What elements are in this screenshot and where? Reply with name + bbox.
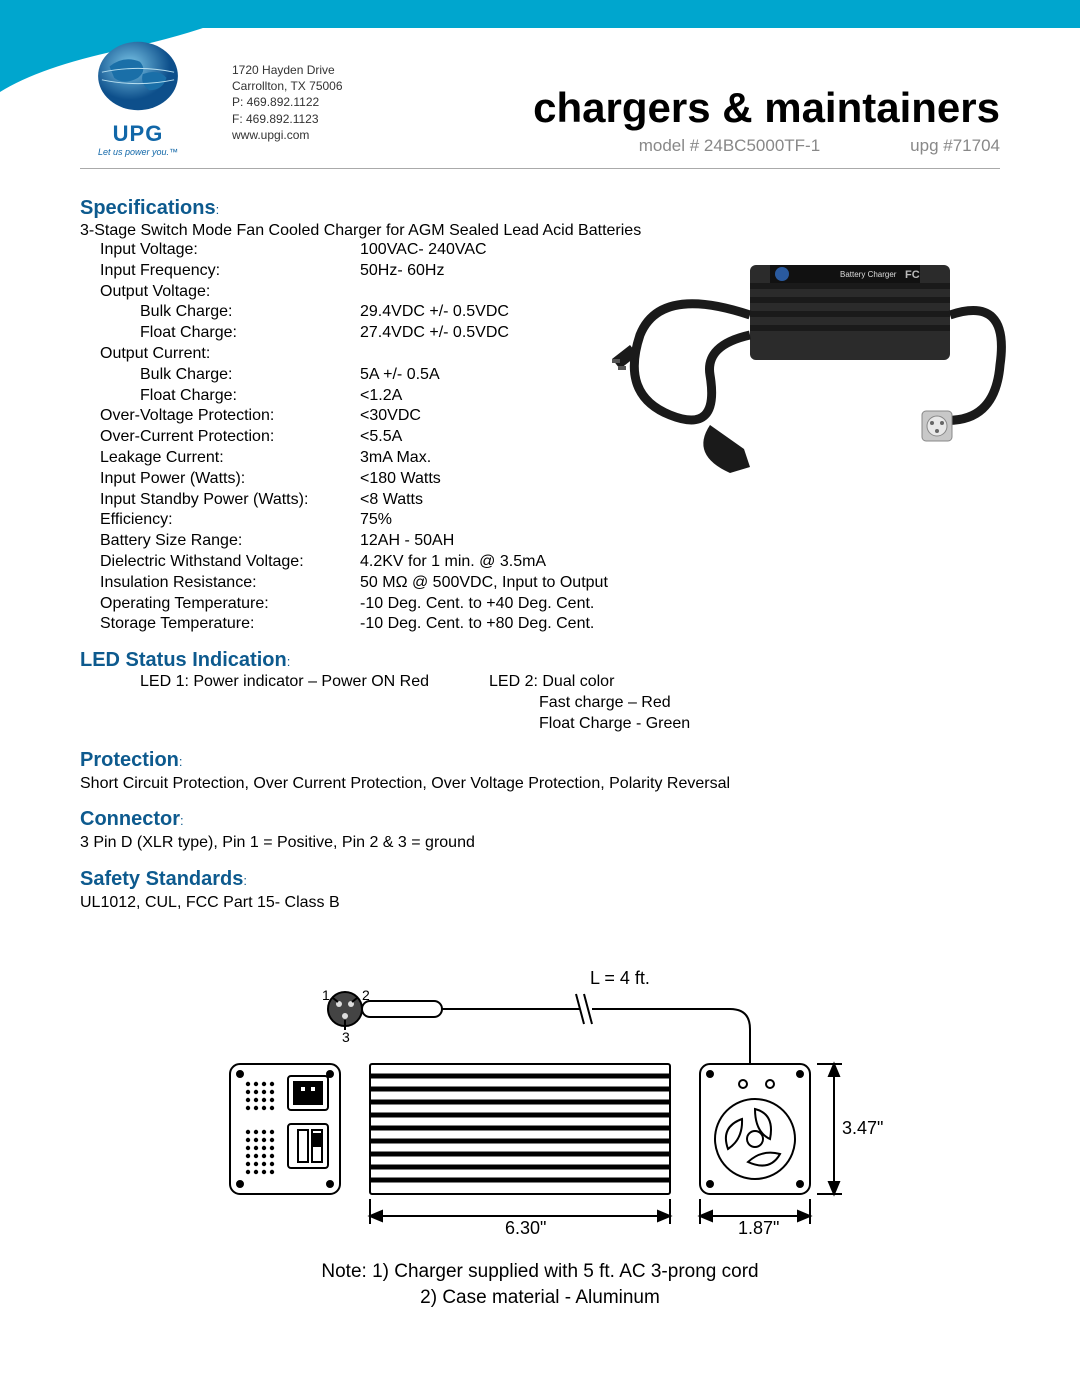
divider: [80, 168, 1000, 169]
width-label: 6.30": [505, 1218, 546, 1238]
led2-line2: Fast charge – Red: [539, 693, 690, 714]
header: UPG Let us power you.™ 1720 Hayden Drive…: [0, 28, 1080, 168]
connector-heading: Connector:: [80, 808, 1000, 831]
spec-label: Float Charge:: [140, 386, 360, 407]
model-number: model # 24BC5000TF-1: [639, 136, 820, 156]
led1-text: LED 1: Power indicator – Power ON Red: [140, 672, 429, 693]
protection-text: Short Circuit Protection, Over Current P…: [80, 774, 1000, 795]
svg-text:FC: FC: [905, 269, 920, 281]
spec-value: 4.2KV for 1 min. @ 3.5mA: [360, 552, 546, 573]
spec-value: <30VDC: [360, 406, 421, 427]
spec-value: 3mA Max.: [360, 448, 431, 469]
address-web: www.upgi.com: [232, 127, 343, 143]
logo: UPG Let us power you.™: [78, 38, 198, 157]
diagram-notes: Note: 1) Charger supplied with 5 ft. AC …: [80, 1259, 1000, 1310]
protection-heading: Protection:: [80, 749, 1000, 772]
spec-label: Input Frequency:: [100, 261, 360, 282]
spec-row: Battery Size Range:12AH - 50AH: [100, 531, 1000, 552]
product-photo: Battery Charger FC: [600, 225, 1020, 505]
diagram-svg: L = 4 ft. 1 2 3: [190, 964, 890, 1244]
globe-icon: [90, 38, 186, 114]
note-line1: Note: 1) Charger supplied with 5 ft. AC …: [80, 1259, 1000, 1285]
spec-label: Bulk Charge:: [140, 365, 360, 386]
spec-value: -10 Deg. Cent. to +80 Deg. Cent.: [360, 614, 594, 635]
spec-label: Over-Current Protection:: [100, 427, 360, 448]
safety-text: UL1012, CUL, FCC Part 15- Class B: [80, 893, 1000, 914]
led-col2: LED 2: Dual color Fast charge – Red Floa…: [489, 672, 690, 734]
spec-label: Float Charge:: [140, 323, 360, 344]
spec-row: Efficiency:75%: [100, 510, 1000, 531]
address-city: Carrollton, TX 75006: [232, 78, 343, 94]
spec-label: Input Voltage:: [100, 240, 360, 261]
spec-value: -10 Deg. Cent. to +40 Deg. Cent.: [360, 594, 594, 615]
company-address: 1720 Hayden Drive Carrollton, TX 75006 P…: [232, 62, 343, 143]
note-line2: 2) Case material - Aluminum: [80, 1285, 1000, 1311]
spec-value: 29.4VDC +/- 0.5VDC: [360, 302, 509, 323]
safety-heading: Safety Standards:: [80, 868, 1000, 891]
spec-row: Storage Temperature:-10 Deg. Cent. to +8…: [100, 614, 1000, 635]
led-block: LED 1: Power indicator – Power ON Red LE…: [140, 672, 1000, 734]
spec-value: 5A +/- 0.5A: [360, 365, 440, 386]
led2-line1: LED 2: Dual color: [489, 672, 690, 693]
spec-label: Input Standby Power (Watts):: [100, 490, 360, 511]
title-block: chargers & maintainers model # 24BC5000T…: [533, 84, 1000, 156]
address-street: 1720 Hayden Drive: [232, 62, 343, 78]
svg-text:3: 3: [342, 1029, 350, 1045]
depth-label: 1.87": [738, 1218, 779, 1238]
connector-text: 3 Pin D (XLR type), Pin 1 = Positive, Pi…: [80, 833, 1000, 854]
spec-label: Output Current:: [100, 344, 360, 365]
spec-label: Storage Temperature:: [100, 614, 360, 635]
spec-value: 27.4VDC +/- 0.5VDC: [360, 323, 509, 344]
spec-label: Leakage Current:: [100, 448, 360, 469]
led-col1: LED 1: Power indicator – Power ON Red: [140, 672, 429, 734]
address-phone: P: 469.892.1122: [232, 94, 343, 110]
upg-number: upg #71704: [910, 136, 1000, 156]
spec-label: Insulation Resistance:: [100, 573, 360, 594]
cable-length-label: L = 4 ft.: [590, 968, 650, 988]
spec-row: Dielectric Withstand Voltage:4.2KV for 1…: [100, 552, 1000, 573]
spec-value: 100VAC- 240VAC: [360, 240, 487, 261]
dimension-diagram: L = 4 ft. 1 2 3: [80, 964, 1000, 1310]
spec-row: Insulation Resistance:50 MΩ @ 500VDC, In…: [100, 573, 1000, 594]
svg-text:1: 1: [322, 987, 330, 1003]
spec-value: <180 Watts: [360, 469, 441, 490]
spec-value: 50Hz- 60Hz: [360, 261, 444, 282]
specs-heading: Specifications:: [80, 197, 1000, 220]
logo-text: UPG: [78, 121, 198, 147]
address-fax: F: 469.892.1123: [232, 111, 343, 127]
spec-label: Bulk Charge:: [140, 302, 360, 323]
logo-tagline: Let us power you.™: [78, 147, 198, 157]
spec-label: Input Power (Watts):: [100, 469, 360, 490]
content: Battery Charger FC Specifications: 3-Sta…: [0, 175, 1080, 1310]
led2-line3: Float Charge - Green: [539, 714, 690, 735]
spec-label: Output Voltage:: [100, 282, 360, 303]
spec-label: Over-Voltage Protection:: [100, 406, 360, 427]
spec-label: Dielectric Withstand Voltage:: [100, 552, 360, 573]
spec-value: 12AH - 50AH: [360, 531, 454, 552]
spec-value: <1.2A: [360, 386, 402, 407]
spec-label: Efficiency:: [100, 510, 360, 531]
svg-text:Battery Charger: Battery Charger: [840, 270, 897, 279]
spec-value: <8 Watts: [360, 490, 423, 511]
spec-value: 50 MΩ @ 500VDC, Input to Output: [360, 573, 608, 594]
spec-row: Operating Temperature:-10 Deg. Cent. to …: [100, 594, 1000, 615]
spec-value: <5.5A: [360, 427, 402, 448]
spec-value: 75%: [360, 510, 392, 531]
spec-label: Battery Size Range:: [100, 531, 360, 552]
spec-label: Operating Temperature:: [100, 594, 360, 615]
page-title: chargers & maintainers: [533, 84, 1000, 132]
led-heading: LED Status Indication:: [80, 649, 1000, 672]
height-label: 3.47": [842, 1118, 883, 1138]
